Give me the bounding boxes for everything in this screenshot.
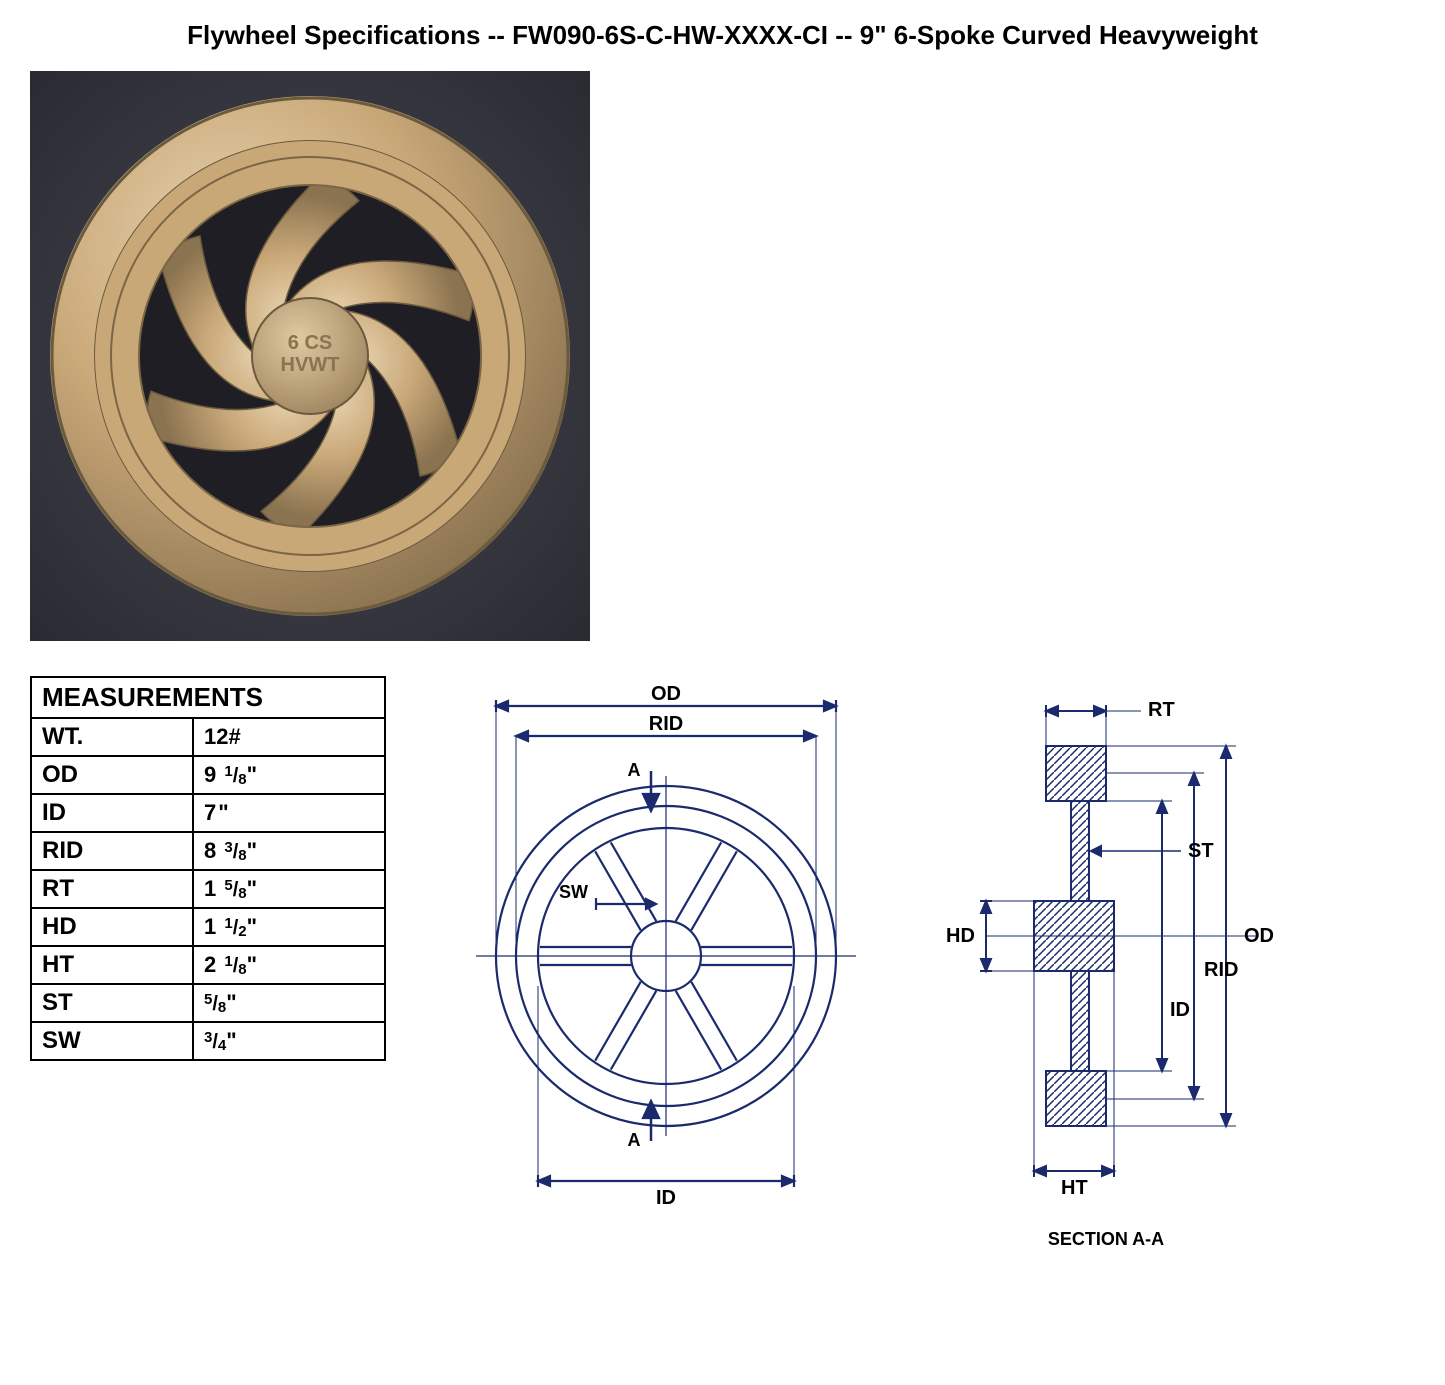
- label-rt: RT: [1148, 699, 1175, 721]
- label-od-sec: OD: [1244, 925, 1274, 947]
- label-od: OD: [651, 683, 681, 705]
- measure-value: 5/8": [193, 984, 385, 1022]
- measure-label: WT.: [31, 718, 193, 756]
- measure-label: ST: [31, 984, 193, 1022]
- table-row: HD1 1/2": [31, 908, 385, 946]
- label-sw: SW: [559, 882, 588, 902]
- section-caption: SECTION A-A: [926, 1229, 1286, 1250]
- measure-value: 7": [193, 794, 385, 832]
- product-photo: 6 CS HVWT: [30, 71, 1415, 646]
- measure-label: SW: [31, 1022, 193, 1060]
- measure-label: RID: [31, 832, 193, 870]
- table-row: WT.12#: [31, 718, 385, 756]
- measure-value: 1 1/2": [193, 908, 385, 946]
- table-row: RID8 3/8": [31, 832, 385, 870]
- table-header: MEASUREMENTS: [31, 677, 385, 718]
- measure-value: 9 1/8": [193, 756, 385, 794]
- label-rid-sec: RID: [1204, 959, 1238, 981]
- table-row: RT1 5/8": [31, 870, 385, 908]
- label-hd: HD: [946, 925, 975, 947]
- table-row: HT2 1/8": [31, 946, 385, 984]
- measure-value: 1 5/8": [193, 870, 385, 908]
- label-rid: RID: [649, 713, 683, 735]
- measure-label: ID: [31, 794, 193, 832]
- measurements-table: MEASUREMENTS WT.12#OD9 1/8"ID7"RID8 3/8"…: [30, 676, 386, 1061]
- page-title: Flywheel Specifications -- FW090-6S-C-HW…: [30, 20, 1415, 51]
- label-a-top: A: [628, 760, 641, 780]
- measure-label: HD: [31, 908, 193, 946]
- measure-label: OD: [31, 756, 193, 794]
- label-a-bot: A: [628, 1130, 641, 1150]
- table-row: ID7": [31, 794, 385, 832]
- label-id: ID: [656, 1187, 676, 1209]
- table-row: SW 3/4": [31, 1022, 385, 1060]
- label-id-sec: ID: [1170, 999, 1190, 1021]
- front-view-diagram: OD RID SW A A ID: [446, 676, 886, 1241]
- svg-text:HVWT: HVWT: [281, 354, 340, 376]
- table-row: OD9 1/8": [31, 756, 385, 794]
- section-view-diagram: RT ST OD RID ID HD HT SECTION A-A: [926, 676, 1286, 1250]
- measure-value: 8 3/8": [193, 832, 385, 870]
- measure-value: 3/4": [193, 1022, 385, 1060]
- measure-value: 2 1/8": [193, 946, 385, 984]
- measure-label: HT: [31, 946, 193, 984]
- svg-text:6 CS: 6 CS: [288, 332, 332, 354]
- measure-label: RT: [31, 870, 193, 908]
- measure-value: 12#: [193, 718, 385, 756]
- label-st: ST: [1188, 840, 1214, 862]
- table-row: ST 5/8": [31, 984, 385, 1022]
- label-ht: HT: [1061, 1177, 1088, 1199]
